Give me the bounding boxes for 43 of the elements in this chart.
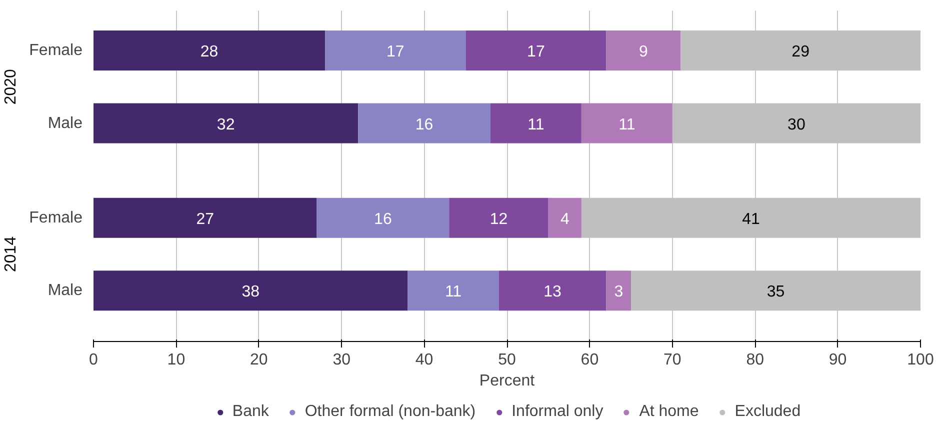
data-label: 16 [374, 210, 392, 228]
data-label: 30 [788, 116, 806, 134]
x-tick-label: 70 [664, 352, 682, 368]
data-label: 17 [527, 44, 545, 61]
y-tick-label: Male [48, 114, 83, 132]
legend-label: Informal only [512, 403, 604, 421]
x-tick-label: 20 [250, 352, 268, 368]
data-label: 17 [386, 44, 404, 61]
data-label: 41 [742, 210, 760, 228]
data-label: 9 [639, 44, 648, 61]
x-tick-label: 10 [167, 352, 186, 368]
x-tick-label: 90 [828, 352, 847, 368]
data-label: 27 [196, 210, 214, 228]
x-tick-label: 50 [498, 352, 516, 368]
legend-label: Excluded [734, 403, 801, 421]
data-label: 11 [444, 284, 462, 301]
y-tick-label: Male [48, 282, 83, 300]
text: 2014 [2, 236, 20, 272]
data-label: 16 [415, 116, 434, 134]
legend-label: Other formal (non-bank) [304, 403, 476, 421]
y-tick-label: Female [29, 209, 83, 226]
x-tick-label: 60 [580, 352, 599, 368]
text: 2020 [2, 68, 20, 105]
x-tick-label: 30 [332, 352, 351, 368]
data-label: 28 [200, 44, 218, 61]
data-label: 29 [792, 44, 810, 61]
data-label: 32 [216, 116, 235, 134]
legend-label: Bank [232, 403, 269, 421]
data-label: 11 [528, 116, 544, 134]
legend-label: At home [639, 403, 699, 421]
data-label: 35 [766, 284, 785, 301]
data-label: 13 [544, 284, 562, 301]
data-label: 12 [490, 210, 508, 228]
y-tick-label: Female [29, 42, 83, 60]
data-label: 4 [560, 210, 570, 228]
x-tick-label: 80 [746, 352, 764, 368]
x-tick-label: 100 [907, 352, 934, 368]
x-axis-title: Percent [479, 372, 536, 390]
data-label: 3 [614, 284, 624, 301]
x-tick-label: 40 [415, 352, 434, 368]
x-tick-label: 0 [89, 352, 98, 368]
data-label: 38 [242, 284, 260, 301]
data-label: 11 [618, 116, 636, 134]
